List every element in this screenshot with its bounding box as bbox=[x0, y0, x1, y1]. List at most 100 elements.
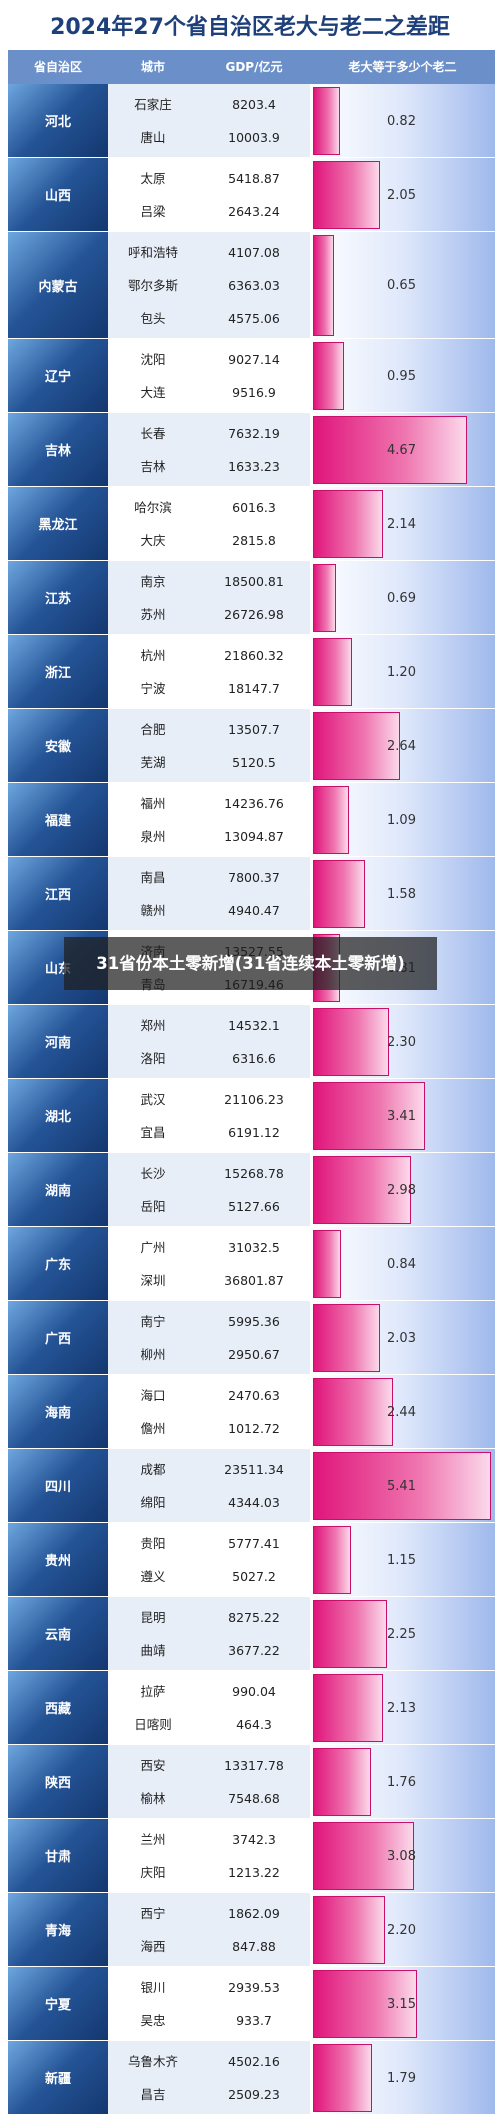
city-name: 贵阳 bbox=[140, 1536, 166, 1551]
city-name: 太原 bbox=[140, 171, 166, 186]
chart-title: 2024年27个省自治区老大与老二之差距 bbox=[50, 15, 450, 40]
city-name: 庆阳 bbox=[140, 1865, 166, 1880]
city-gdp: 7632.19 bbox=[228, 426, 280, 441]
city-name: 岳阳 bbox=[140, 1199, 166, 1214]
ratio-bar bbox=[313, 1082, 425, 1150]
city-gdp: 13317.78 bbox=[224, 1758, 284, 1773]
ratio-bar bbox=[313, 490, 383, 558]
ratio-bar bbox=[313, 1674, 383, 1742]
city-gdp: 4940.47 bbox=[228, 903, 280, 918]
city-name: 昌吉 bbox=[140, 2087, 166, 2102]
province-cell: 江西 bbox=[8, 857, 108, 931]
city-name: 南昌 bbox=[140, 870, 166, 885]
city-gdp: 21106.23 bbox=[224, 1092, 284, 1107]
header-city: 城市 bbox=[140, 60, 165, 74]
city-name: 杭州 bbox=[140, 648, 166, 663]
province-cell: 山西 bbox=[8, 158, 108, 232]
city-gdp: 5418.87 bbox=[228, 171, 280, 186]
city-name: 深圳 bbox=[140, 1273, 166, 1288]
city-name: 苏州 bbox=[140, 607, 166, 622]
province-cell: 河南 bbox=[8, 1005, 108, 1079]
ratio-bar bbox=[313, 1600, 387, 1668]
city-name: 西宁 bbox=[140, 1906, 166, 1921]
city-name: 呼和浩特 bbox=[127, 245, 178, 260]
ratio-bar bbox=[313, 786, 349, 854]
ratio-bar bbox=[313, 1378, 393, 1446]
province-cell: 吉林 bbox=[8, 413, 108, 487]
city-name: 曲靖 bbox=[140, 1643, 166, 1658]
city-gdp: 847.88 bbox=[232, 1939, 276, 1954]
ratio-cell-bg bbox=[310, 232, 495, 339]
city-gdp: 1012.72 bbox=[228, 1421, 280, 1436]
city-name: 吴忠 bbox=[140, 2013, 166, 2028]
city-name: 哈尔滨 bbox=[134, 500, 172, 515]
province-cell: 四川 bbox=[8, 1449, 108, 1523]
ratio-bar bbox=[313, 1970, 417, 2038]
city-name: 日喀则 bbox=[134, 1717, 172, 1732]
ratio-bar bbox=[313, 564, 336, 632]
city-gdp: 6016.3 bbox=[232, 500, 276, 515]
city-gdp: 23511.34 bbox=[224, 1462, 284, 1477]
city-gdp: 5777.41 bbox=[228, 1536, 280, 1551]
overlay-caption: 31省份本土零新增(31省连续本土零新增) bbox=[64, 937, 437, 990]
city-gdp: 15268.78 bbox=[224, 1166, 284, 1181]
city-name: 广州 bbox=[140, 1240, 166, 1255]
ratio-cell-bg bbox=[310, 84, 495, 158]
ratio-bar bbox=[313, 416, 467, 484]
city-gdp: 31032.5 bbox=[228, 1240, 280, 1255]
city-gdp: 5027.2 bbox=[232, 1569, 276, 1584]
city-gdp: 4107.08 bbox=[228, 245, 280, 260]
city-name: 长春 bbox=[140, 426, 166, 441]
ratio-bar bbox=[313, 638, 352, 706]
city-gdp: 5120.5 bbox=[232, 755, 276, 770]
ratio-cell-bg bbox=[310, 561, 495, 635]
city-gdp: 2815.8 bbox=[232, 533, 276, 548]
ratio-bar bbox=[313, 1748, 371, 1816]
city-name: 福州 bbox=[140, 796, 166, 811]
city-name: 包头 bbox=[140, 311, 166, 326]
ratio-bar bbox=[313, 1156, 411, 1224]
province-cell: 广东 bbox=[8, 1227, 108, 1301]
city-gdp: 10003.9 bbox=[228, 130, 280, 145]
city-name: 郑州 bbox=[140, 1018, 166, 1033]
city-gdp: 3677.22 bbox=[228, 1643, 280, 1658]
city-name: 西安 bbox=[140, 1758, 166, 1773]
city-name: 绵阳 bbox=[140, 1495, 166, 1510]
province-cell: 福建 bbox=[8, 783, 108, 857]
city-gdp: 2470.63 bbox=[228, 1388, 280, 1403]
city-name: 长沙 bbox=[140, 1166, 166, 1181]
city-name: 儋州 bbox=[140, 1421, 166, 1436]
city-gdp: 1862.09 bbox=[228, 1906, 280, 1921]
city-name: 合肥 bbox=[140, 722, 166, 737]
province-cell: 河北 bbox=[8, 84, 108, 158]
province-cell: 黑龙江 bbox=[8, 487, 108, 561]
city-name: 泉州 bbox=[140, 829, 166, 844]
city-gdp: 6363.03 bbox=[228, 278, 280, 293]
city-gdp: 5127.66 bbox=[228, 1199, 280, 1214]
city-name: 唐山 bbox=[140, 130, 166, 145]
city-gdp: 21860.32 bbox=[224, 648, 284, 663]
city-name: 榆林 bbox=[140, 1791, 166, 1806]
city-gdp: 9027.14 bbox=[228, 352, 280, 367]
city-name: 兰州 bbox=[140, 1832, 166, 1847]
province-cell: 江苏 bbox=[8, 561, 108, 635]
city-gdp: 2939.53 bbox=[228, 1980, 280, 1995]
province-cell: 广西 bbox=[8, 1301, 108, 1375]
city-name: 沈阳 bbox=[140, 352, 166, 367]
ratio-bar bbox=[313, 1452, 491, 1520]
ratio-bar bbox=[313, 2044, 372, 2112]
province-cell: 宁夏 bbox=[8, 1967, 108, 2041]
header-ratio: 老大等于多少个老二 bbox=[348, 60, 457, 74]
ratio-bar bbox=[313, 1230, 341, 1298]
city-name: 石家庄 bbox=[134, 97, 172, 112]
city-gdp: 36801.87 bbox=[224, 1273, 284, 1288]
city-gdp: 1213.22 bbox=[228, 1865, 280, 1880]
city-gdp: 8203.4 bbox=[232, 97, 276, 112]
ratio-bar bbox=[313, 1822, 414, 1890]
province-cell: 贵州 bbox=[8, 1523, 108, 1597]
city-name: 南宁 bbox=[140, 1314, 166, 1329]
city-name: 吕梁 bbox=[140, 204, 166, 219]
city-gdp: 1633.23 bbox=[228, 459, 280, 474]
province-cell: 甘肃 bbox=[8, 1819, 108, 1893]
province-cell: 云南 bbox=[8, 1597, 108, 1671]
